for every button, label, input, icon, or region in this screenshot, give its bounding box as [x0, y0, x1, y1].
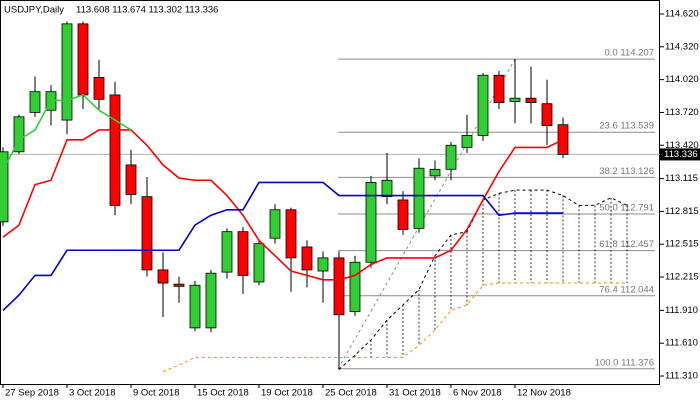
x-tick-label: 3 Oct 2018 [69, 388, 115, 399]
x-tick-label: 27 Sep 2018 [5, 388, 59, 399]
y-tick-label: 111.610 [665, 338, 698, 349]
candle-body [525, 97, 537, 103]
fib-label: 38.2 113.126 [599, 166, 654, 177]
y-tick-label: 111.910 [665, 305, 698, 316]
indicator-line [2, 129, 564, 281]
x-tick-label: 12 Nov 2018 [517, 388, 571, 399]
x-tick-label: 6 Nov 2018 [453, 388, 502, 399]
y-tick-label: 112.815 [665, 206, 699, 217]
candle-body [557, 124, 569, 155]
candle-body [269, 209, 281, 239]
candle-body [301, 246, 313, 271]
y-tick-label: 113.115 [665, 173, 698, 184]
candle-body [445, 144, 457, 170]
last-price-label: 113.336 [664, 149, 698, 160]
fib-label: 61.8 112.457 [599, 239, 654, 250]
candle-body [461, 135, 473, 148]
y-tick-label: 114.020 [665, 74, 699, 85]
candle-body [509, 97, 521, 102]
candle-body [541, 103, 553, 126]
ohlc-label: 113.608 113.674 113.302 113.336 [76, 5, 218, 16]
candle-body [429, 168, 441, 177]
x-tick-label: 9 Oct 2018 [133, 388, 179, 399]
last-price-tag [660, 148, 700, 161]
plot-area: 0.0 114.207 23.6 113.539 38.2 113.126 50.0 … [0, 21, 660, 373]
candle-body [221, 231, 233, 273]
candle-body [285, 209, 297, 259]
candle-body [333, 257, 345, 316]
x-tick-label: 15 Oct 2018 [197, 388, 249, 399]
candle-body [29, 91, 41, 113]
candle-body [365, 182, 377, 263]
chart-title: USDJPY,Daily [4, 5, 64, 16]
x-tick-label: 19 Oct 2018 [261, 388, 313, 399]
candle-body [413, 167, 425, 229]
y-tick-label: 111.310 [665, 371, 698, 382]
y-tick-label: 114.620 [665, 9, 699, 20]
candle-body [77, 23, 89, 96]
indicator-line [2, 94, 132, 171]
candle-body [157, 269, 169, 284]
candle-body [173, 283, 185, 287]
x-tick-label: 31 Oct 2018 [389, 388, 441, 399]
candle-body [493, 74, 505, 103]
y-tick-label: 113.420 [665, 140, 699, 151]
candle-body [125, 164, 137, 195]
candle-body [253, 243, 265, 283]
candle-body [349, 261, 361, 312]
y-tick-label: 114.320 [665, 41, 699, 52]
y-tick-label: 113.720 [665, 107, 699, 118]
candle-body [237, 231, 249, 276]
fib-label: 76.4 112.044 [599, 284, 654, 295]
cloud-span-b [162, 282, 627, 373]
candle-body [189, 284, 201, 329]
y-tick-label: 112.515 [665, 239, 699, 250]
candle-body [93, 77, 105, 100]
x-tick-label: 25 Oct 2018 [325, 388, 377, 399]
fib-label: 23.6 113.539 [599, 121, 654, 132]
candle-body [317, 257, 329, 272]
candle-body [141, 196, 153, 271]
fib-label: 0.0 114.207 [605, 48, 654, 59]
candle-body [13, 116, 25, 153]
candle-body [397, 199, 409, 230]
indicator-line [2, 181, 563, 311]
candle-body [205, 272, 217, 329]
y-tick-label: 112.215 [665, 272, 699, 283]
fib-label: 100.0 111.376 [595, 357, 654, 368]
candle-body [0, 151, 9, 223]
candle-body [381, 179, 393, 198]
candle-body [477, 74, 489, 136]
candle-body [61, 23, 73, 121]
fib-label: 50.0 112.791 [599, 203, 654, 214]
candle-body [109, 94, 121, 206]
